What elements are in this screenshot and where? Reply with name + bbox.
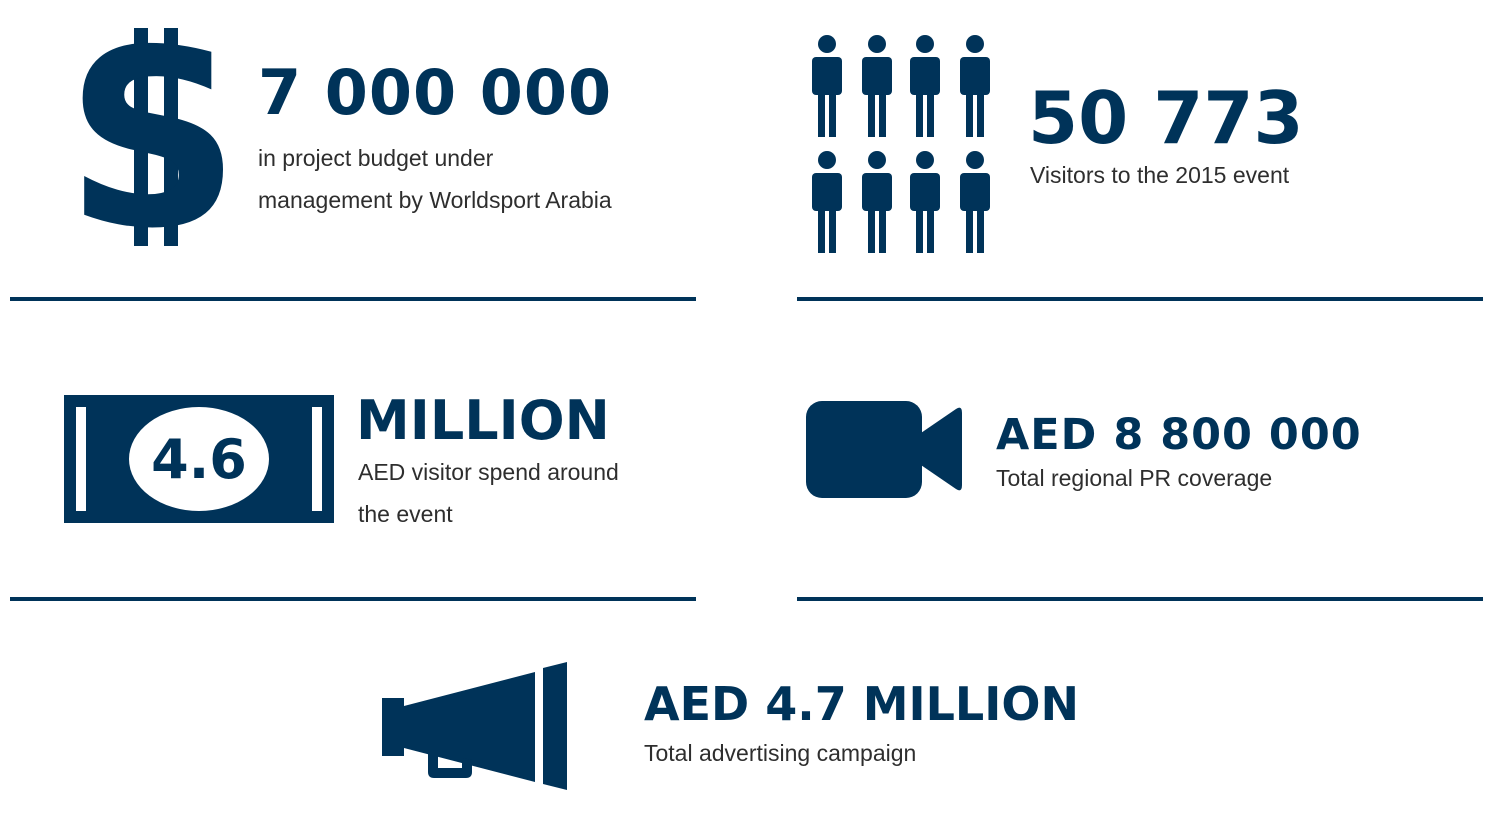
megaphone-icon: [380, 662, 570, 790]
banknote-value: 4.6: [151, 428, 247, 491]
spend-value: MILLION: [356, 389, 610, 452]
people-icon: [810, 34, 995, 256]
banknote-icon: 4.6: [64, 395, 334, 523]
budget-description-line2: management by Worldsport Arabia: [258, 187, 612, 213]
budget-description-line1: in project budget under: [258, 145, 494, 171]
visitors-value: 50 773: [1028, 76, 1304, 160]
pr-value: AED 8 800 000: [996, 410, 1362, 460]
advertising-value: AED 4.7 MILLION: [644, 677, 1079, 731]
spend-description-line2: the event: [358, 501, 453, 527]
visitors-description: Visitors to the 2015 event: [1030, 162, 1290, 188]
advertising-description: Total advertising campaign: [644, 740, 917, 766]
divider-left-2: [10, 597, 696, 601]
budget-value: 7 000 000: [258, 56, 613, 129]
divider-right-2: [797, 597, 1483, 601]
divider-left-1: [10, 297, 696, 301]
divider-right-1: [797, 297, 1483, 301]
svg-text:S: S: [82, 28, 224, 248]
pr-description: Total regional PR coverage: [996, 465, 1273, 491]
dollar-sign-icon: S: [82, 28, 224, 248]
video-camera-icon: [806, 401, 962, 498]
spend-description-line1: AED visitor spend around: [358, 459, 619, 485]
